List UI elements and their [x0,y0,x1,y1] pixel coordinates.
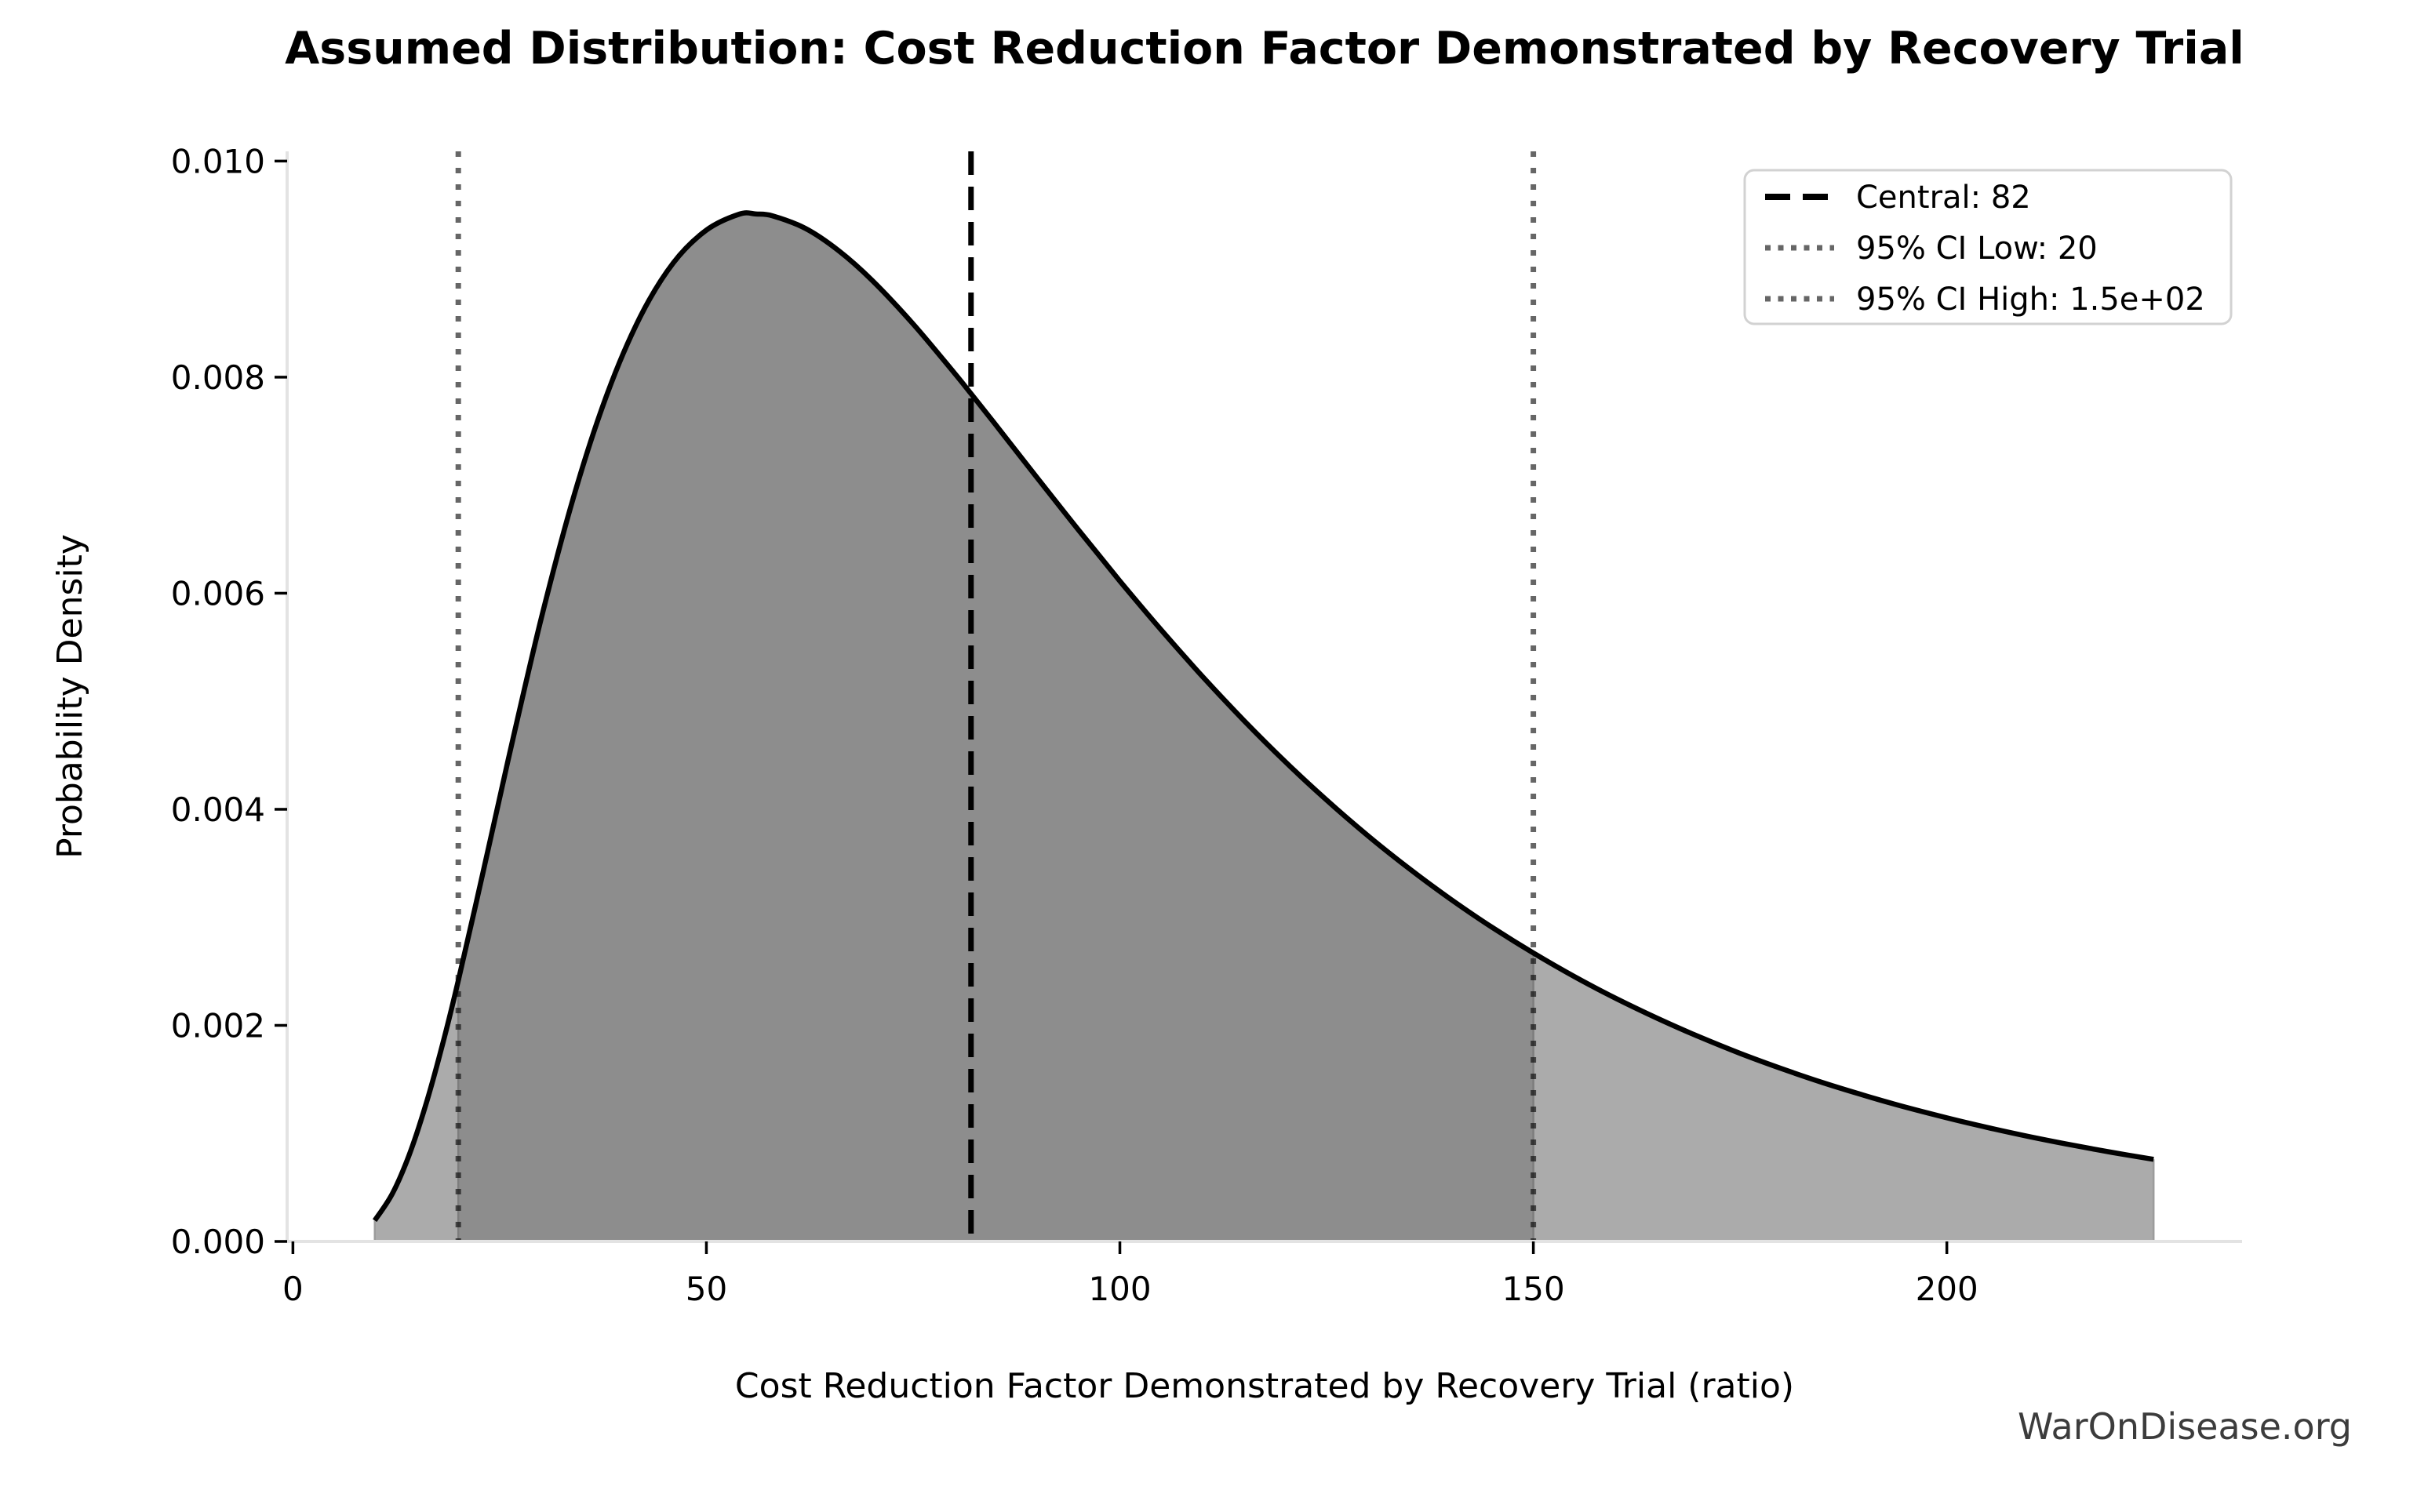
y-axis-label: Probability Density [50,534,90,859]
y-tick-label: 0.002 [171,1006,265,1045]
fill-95ci-region [458,213,1534,1242]
y-tick-label: 0.008 [171,358,265,397]
density-fill-areas [373,213,2155,1242]
chart-title: Assumed Distribution: Cost Reduction Fac… [285,23,2244,75]
x-tick-label: 150 [1502,1270,1565,1308]
x-tick-label: 200 [1916,1270,1978,1308]
density-curve-line [372,210,2154,1223]
x-tick-label: 0 [282,1270,304,1308]
x-tick-label: 100 [1088,1270,1151,1308]
legend-label-ci-high: 95% CI High: 1.5e+02 [1856,282,2205,318]
legend: Central: 82 95% CI Low: 20 95% CI High: … [1743,169,2233,325]
marker-lines [455,151,1537,1241]
y-tick-label: 0.000 [171,1223,265,1261]
y-tick-label: 0.010 [171,142,265,180]
x-axis-label: Cost Reduction Factor Demonstrated by Re… [735,1366,1794,1406]
density-curve [372,210,2154,1223]
y-tick-label: 0.004 [171,791,265,829]
x-tick-label: 50 [686,1270,727,1308]
legend-label-ci-low: 95% CI Low: 20 [1856,231,2098,267]
tick-labels: 0 50 100 150 200 0.000 0.002 0.004 0.006 0.008 0.0… [171,142,1978,1308]
y-tick-label: 0.006 [171,574,265,612]
legend-label-central: Central: 82 [1856,180,2031,216]
legend-box [1743,169,2233,325]
watermark: WarOnDisease.org [2018,1405,2352,1448]
axes [275,151,2242,1254]
